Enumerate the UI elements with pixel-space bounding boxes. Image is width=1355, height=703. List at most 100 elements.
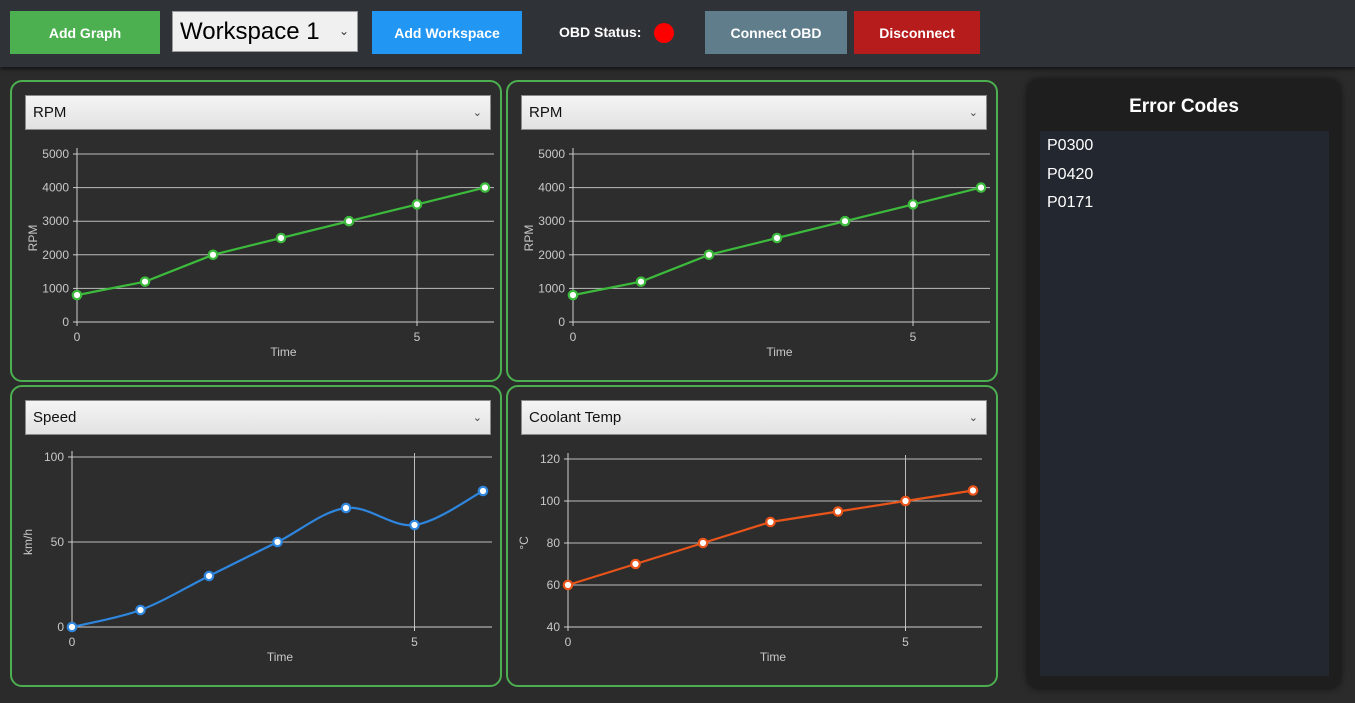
- x-tick-label: 0: [565, 635, 572, 649]
- x-tick-label: 5: [910, 330, 917, 344]
- graph-chart: 0 50 100 0 5 Time km/h: [21, 450, 492, 664]
- data-point: [272, 536, 283, 548]
- obd-status-indicator: [654, 23, 674, 43]
- metric-select-value: Coolant Temp: [529, 409, 622, 426]
- y-axis-label: km/h: [21, 529, 35, 555]
- y-tick-label: 2000: [538, 248, 565, 262]
- data-point: [765, 516, 776, 528]
- data-point: [832, 506, 844, 517]
- graph-panel: RPM ⌄ 0 1000 2000 3000 4000 5000 0 5 Time RPM: [506, 80, 998, 382]
- y-tick-label: 3000: [42, 214, 69, 228]
- data-point: [967, 485, 979, 496]
- data-point: [697, 537, 709, 549]
- series-line: [71, 490, 484, 629]
- chevron-down-icon: ⌄: [472, 107, 482, 119]
- graph-chart: 0 1000 2000 3000 4000 5000 0 5 Time RPM: [522, 147, 990, 359]
- x-axis-label: Time: [760, 650, 787, 664]
- connect-obd-button[interactable]: Connect OBD: [705, 11, 847, 54]
- workspace-select[interactable]: Workspace 1 ⌄: [172, 11, 358, 52]
- x-tick-label: 5: [411, 635, 418, 649]
- y-tick-label: 1000: [42, 281, 69, 295]
- error-codes-list[interactable]: P0300 P0420 P0171: [1040, 131, 1329, 676]
- graph-panel: RPM ⌄ 0 1000 2000 3000 4000 5000 0 5 Time RPM: [10, 80, 502, 382]
- chevron-down-icon: ⌄: [472, 412, 482, 424]
- data-point: [207, 249, 219, 261]
- workspace-select-value: Workspace 1: [180, 17, 320, 45]
- disconnect-button[interactable]: Disconnect: [854, 11, 980, 54]
- y-tick-label: 0: [62, 315, 69, 329]
- y-tick-label: 5000: [538, 147, 565, 161]
- data-point: [703, 249, 715, 261]
- data-point: [562, 579, 574, 591]
- y-tick-label: 100: [44, 450, 64, 464]
- list-item[interactable]: P0171: [1047, 194, 1094, 211]
- error-codes-title: Error Codes: [1129, 96, 1239, 117]
- list-item[interactable]: P0420: [1047, 165, 1094, 183]
- y-tick-label: 5000: [42, 147, 69, 161]
- y-tick-label: 40: [547, 620, 561, 634]
- data-point: [900, 495, 911, 507]
- data-point: [630, 558, 641, 570]
- data-point: [635, 276, 647, 287]
- y-tick-label: 1000: [538, 281, 565, 295]
- x-tick-label: 0: [74, 330, 81, 344]
- toolbar: Add Graph Workspace 1 ⌄ Add Workspace OB…: [0, 0, 1355, 67]
- x-axis-label: Time: [270, 345, 297, 359]
- y-tick-label: 80: [547, 536, 561, 550]
- data-point: [135, 604, 146, 616]
- data-point: [975, 182, 987, 193]
- y-axis-label: °C: [517, 536, 531, 550]
- x-tick-label: 5: [414, 330, 421, 344]
- x-tick-label: 0: [570, 330, 577, 344]
- data-point: [771, 232, 783, 244]
- data-point: [275, 232, 287, 244]
- data-point: [409, 519, 420, 531]
- graph-chart: 40 60 80 100 120 0 5 Time °C: [517, 452, 982, 664]
- metric-select[interactable]: RPM ⌄: [25, 95, 491, 130]
- metric-select[interactable]: RPM ⌄: [521, 95, 987, 130]
- x-tick-label: 0: [69, 635, 76, 649]
- y-tick-label: 50: [51, 535, 65, 549]
- data-point: [907, 199, 919, 210]
- obd-status-label: OBD Status:: [559, 24, 642, 40]
- x-axis-label: Time: [766, 345, 793, 359]
- data-point: [66, 621, 78, 633]
- y-tick-label: 100: [540, 494, 560, 508]
- graph-panel: Speed ⌄ 0 50 100 0 5 Time km/h: [10, 385, 502, 687]
- list-item[interactable]: P0300: [1047, 137, 1094, 154]
- y-axis-label: RPM: [26, 225, 40, 252]
- metric-select[interactable]: Speed ⌄: [25, 400, 491, 435]
- data-point: [839, 215, 851, 227]
- chevron-down-icon: ⌄: [968, 107, 978, 119]
- y-tick-label: 4000: [538, 181, 565, 195]
- y-tick-label: 60: [547, 578, 561, 592]
- metric-select-value: Speed: [33, 409, 77, 426]
- chevron-down-icon: ⌄: [338, 24, 349, 38]
- y-tick-label: 120: [540, 452, 560, 466]
- y-tick-label: 0: [558, 315, 565, 329]
- y-tick-label: 3000: [538, 214, 565, 228]
- data-point: [139, 276, 151, 287]
- graph-panel: Coolant Temp ⌄ 40 60 80 100 120 0 5 Time °C: [506, 385, 998, 687]
- metric-select[interactable]: Coolant Temp ⌄: [521, 400, 987, 435]
- data-point: [479, 182, 491, 193]
- add-graph-button[interactable]: Add Graph: [10, 11, 160, 54]
- x-axis-label: Time: [267, 650, 294, 664]
- metric-select-value: RPM: [529, 104, 563, 121]
- x-tick-label: 5: [902, 635, 909, 649]
- data-point: [477, 485, 489, 497]
- y-tick-label: 4000: [42, 181, 69, 195]
- add-workspace-button[interactable]: Add Workspace: [372, 11, 522, 54]
- chevron-down-icon: ⌄: [968, 412, 978, 424]
- data-point: [71, 289, 83, 301]
- y-axis-label: RPM: [522, 225, 536, 252]
- data-point: [340, 502, 352, 514]
- metric-select-value: RPM: [33, 104, 67, 121]
- y-tick-label: 2000: [42, 248, 69, 262]
- data-point: [567, 289, 579, 301]
- error-codes-panel: Error Codes P0300 P0420 P0171: [1028, 80, 1340, 688]
- y-tick-label: 0: [57, 620, 64, 634]
- data-point: [411, 199, 423, 210]
- series-line: [567, 489, 974, 587]
- graph-chart: 0 1000 2000 3000 4000 5000 0 5 Time RPM: [26, 147, 494, 359]
